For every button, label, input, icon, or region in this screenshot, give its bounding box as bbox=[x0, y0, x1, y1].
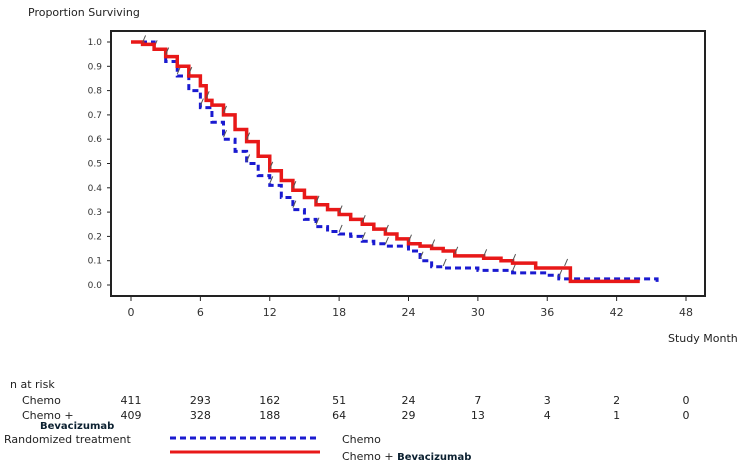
censor-mark bbox=[269, 161, 274, 169]
censor-mark bbox=[205, 91, 210, 99]
y-axis-label: Proportion Surviving bbox=[28, 6, 140, 19]
risk-row-label: Chemo + bbox=[22, 409, 74, 422]
y-tick-label: 0.9 bbox=[88, 62, 103, 72]
risk-value: 51 bbox=[332, 394, 347, 407]
y-tick-label: 0.2 bbox=[88, 232, 102, 242]
x-tick-label: 42 bbox=[610, 306, 624, 319]
censor-mark bbox=[419, 251, 424, 259]
survival-chart: 0.0 0.1 0.2 0.3 0.4 0.5 0.6 0.7 0.8 0.9 1.0 0 6 12 18 2… bbox=[88, 30, 706, 319]
y-tick-label: 0.0 bbox=[88, 281, 103, 291]
censor-mark bbox=[315, 217, 320, 225]
legend-item-chemo: Chemo bbox=[342, 433, 381, 446]
y-tick-label: 0.4 bbox=[88, 184, 103, 194]
risk-value: 64 bbox=[332, 409, 347, 422]
risk-row-label-2: Bevacizumab bbox=[40, 421, 115, 432]
risk-value: 3 bbox=[543, 394, 551, 407]
series-line-chemo bbox=[131, 40, 659, 283]
risk-value: 13 bbox=[470, 409, 485, 422]
legend-item-chemo-bev: Chemo + Bevacizumab bbox=[342, 450, 472, 463]
censor-mark bbox=[199, 98, 204, 106]
censor-mark bbox=[269, 176, 274, 184]
y-tick-label: 0.8 bbox=[88, 87, 103, 97]
risk-value: 4 bbox=[543, 409, 551, 422]
x-tick-label: 0 bbox=[128, 306, 135, 319]
risk-value: 293 bbox=[189, 394, 211, 407]
risk-value: 0 bbox=[682, 394, 690, 407]
risk-value: 2 bbox=[613, 394, 621, 407]
censor-mark bbox=[338, 205, 343, 213]
risk-table-title: n at risk bbox=[10, 378, 55, 391]
censor-mark bbox=[246, 154, 251, 162]
x-tick-label: 18 bbox=[332, 306, 346, 319]
censor-mark bbox=[223, 130, 227, 138]
risk-value: 1 bbox=[613, 409, 621, 422]
censor-mark bbox=[246, 132, 251, 140]
censor-mark bbox=[442, 258, 447, 267]
series-line-chemo-bevacizumab bbox=[131, 40, 640, 284]
censor-mark bbox=[292, 200, 297, 208]
censor-mark bbox=[431, 239, 436, 247]
censor-mark bbox=[188, 66, 193, 75]
x-axis-label: Study Month bbox=[668, 332, 738, 345]
censor-mark bbox=[512, 263, 517, 272]
censor-mark bbox=[361, 215, 366, 223]
risk-value: 7 bbox=[474, 394, 482, 407]
x-tick-label: 48 bbox=[679, 306, 693, 319]
censor-mark bbox=[142, 35, 147, 43]
censor-mark bbox=[384, 236, 389, 245]
censor-mark bbox=[223, 105, 227, 114]
censor-mark bbox=[315, 195, 320, 204]
x-tick-label: 12 bbox=[263, 306, 277, 319]
legend-swatches bbox=[170, 436, 320, 454]
risk-value: 162 bbox=[259, 394, 281, 407]
censor-mark bbox=[176, 66, 181, 75]
x-tick-label: 24 bbox=[402, 306, 416, 319]
y-tick-label: 0.7 bbox=[88, 111, 102, 121]
censor-mark bbox=[512, 253, 517, 262]
censor-mark bbox=[338, 224, 343, 233]
risk-value: 29 bbox=[401, 409, 416, 422]
censor-mark bbox=[564, 258, 569, 267]
risk-value: 188 bbox=[259, 409, 281, 422]
plot-frame bbox=[110, 30, 706, 297]
y-tick-label: 0.5 bbox=[88, 160, 102, 170]
censor-mark bbox=[384, 224, 389, 233]
legend-title: Randomized treatment bbox=[4, 433, 131, 446]
x-tick-label: 30 bbox=[471, 306, 485, 319]
x-tick-label: 36 bbox=[540, 306, 554, 319]
risk-value: 24 bbox=[401, 394, 416, 407]
y-tick-label: 0.3 bbox=[88, 208, 102, 218]
x-tick-label: 6 bbox=[197, 306, 204, 319]
risk-value: 0 bbox=[682, 409, 690, 422]
censor-mark bbox=[558, 269, 563, 278]
risk-value: 328 bbox=[189, 409, 211, 422]
censor-mark bbox=[483, 249, 488, 257]
risk-row-label: Chemo bbox=[22, 394, 61, 407]
y-tick-label: 0.1 bbox=[88, 257, 102, 267]
risk-value: 409 bbox=[120, 409, 142, 422]
censor-mark bbox=[454, 246, 459, 255]
censor-mark bbox=[361, 232, 366, 240]
risk-value: 411 bbox=[120, 394, 142, 407]
y-tick-label: 1.0 bbox=[88, 38, 103, 48]
censor-mark bbox=[408, 234, 412, 242]
censor-mark bbox=[165, 47, 170, 55]
censor-mark bbox=[292, 181, 297, 189]
y-tick-label: 0.6 bbox=[88, 135, 103, 145]
